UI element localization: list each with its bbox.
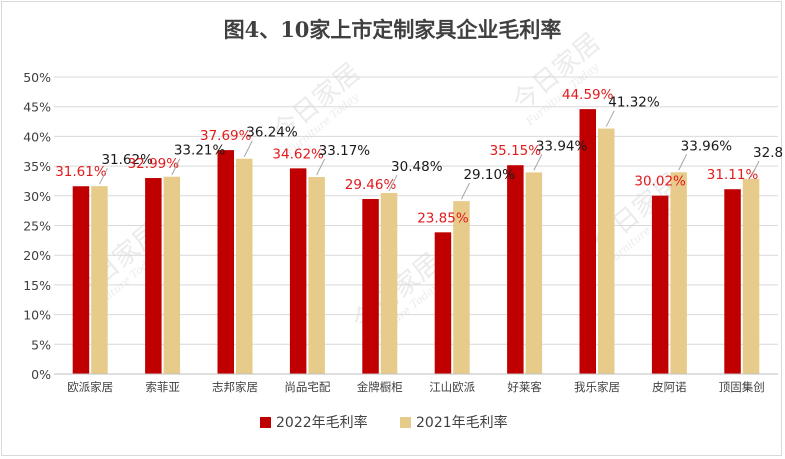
bar-2022 xyxy=(145,178,162,374)
y-tick-label: 5% xyxy=(31,337,51,352)
data-label-2022: 31.61% xyxy=(55,164,107,180)
x-category-label: 皮阿诺 xyxy=(652,380,687,394)
y-tick-label: 10% xyxy=(23,308,51,323)
chart-title: 图4、10家上市定制家具企业毛利率 xyxy=(223,17,562,42)
y-tick-label: 30% xyxy=(23,189,51,204)
leader-line xyxy=(388,174,398,192)
bar-2022 xyxy=(362,199,379,374)
y-tick-label: 20% xyxy=(23,248,51,263)
y-tick-label: 25% xyxy=(23,219,51,234)
leader-line xyxy=(243,140,253,157)
leader-line xyxy=(533,154,543,171)
bar-2021 xyxy=(91,186,108,374)
bar-2021 xyxy=(380,192,398,374)
x-axis: 欧派家居 索菲亚 志邦家居 尚品宅配 金牌橱柜 江山欧派 好莱客 我乐家居 皮阿诺 顶固集创 xyxy=(54,373,778,394)
data-label-2021: 30.48% xyxy=(391,159,443,175)
x-category-label: 我乐家居 xyxy=(574,380,620,394)
bar-2022 xyxy=(507,165,524,374)
data-label-2022: 35.15% xyxy=(490,143,542,159)
y-tick-label: 35% xyxy=(23,159,51,174)
bar-2022 xyxy=(289,168,307,374)
data-label-2021: 29.10% xyxy=(463,167,515,183)
data-label-2021: 36.24% xyxy=(246,125,298,141)
leader-line xyxy=(605,110,615,127)
legend-label: 2021年毛利率 xyxy=(416,414,508,431)
x-category-label: 索菲亚 xyxy=(145,380,180,394)
bar-2021 xyxy=(236,158,253,374)
data-label-2021: 32.83% xyxy=(753,145,783,161)
data-label-2022: 37.69% xyxy=(200,128,252,144)
legend-label: 2022年毛利率 xyxy=(276,414,368,431)
bars xyxy=(72,109,760,374)
data-label-2021: 33.21% xyxy=(174,143,226,159)
data-label-2022: 23.85% xyxy=(417,210,469,226)
data-label-2022: 34.62% xyxy=(272,146,324,162)
x-category-label: 尚品宅配 xyxy=(284,380,330,394)
y-tick-label: 15% xyxy=(23,278,51,293)
x-category-label: 欧派家居 xyxy=(67,380,113,394)
leader-line xyxy=(171,158,181,175)
data-label-2022: 44.59% xyxy=(562,87,614,103)
legend-swatch xyxy=(260,417,271,428)
y-tick-label: 0% xyxy=(31,367,51,382)
bar-2022 xyxy=(579,109,596,374)
bar-2022 xyxy=(72,186,90,374)
bar-2021 xyxy=(525,172,543,374)
leader-line xyxy=(678,154,688,171)
bar-2022 xyxy=(724,189,741,374)
x-category-label: 江山欧派 xyxy=(429,380,475,394)
data-label-2021: 41.32% xyxy=(608,95,660,111)
bar-2021 xyxy=(308,176,325,374)
data-label-2021: 33.96% xyxy=(681,138,733,154)
leader-line xyxy=(316,158,326,176)
data-label-2021: 31.62% xyxy=(101,152,153,168)
bar-2021 xyxy=(163,176,181,374)
data-label-2022: 31.11% xyxy=(707,167,759,183)
data-label-2022: 30.02% xyxy=(634,174,686,190)
data-label-2021: 33.94% xyxy=(536,138,588,154)
y-tick-label: 50% xyxy=(23,70,51,85)
leader-line xyxy=(461,182,470,200)
data-label-2022: 32.99% xyxy=(128,156,180,172)
x-category-label: 好莱客 xyxy=(507,380,542,394)
legend: 2022年毛利率 2021年毛利率 xyxy=(260,414,508,431)
x-category-label: 金牌橱柜 xyxy=(357,380,403,394)
bar-2022 xyxy=(651,195,669,374)
bar-2022 xyxy=(217,150,234,374)
bar-2021 xyxy=(453,201,470,374)
x-category-label: 志邦家居 xyxy=(212,380,258,394)
x-category-label: 顶固集创 xyxy=(719,380,765,394)
leader-line xyxy=(750,160,760,178)
bar-2021 xyxy=(742,178,760,374)
data-label-2021: 33.17% xyxy=(319,143,371,159)
bar-2022 xyxy=(434,232,452,374)
y-tick-label: 40% xyxy=(23,129,51,144)
legend-swatch xyxy=(400,417,411,428)
y-axis: 0% 5% 10% 15% 20% 25% 30% 35% 40% 45% 50% xyxy=(23,70,51,382)
data-labels: 31.61%31.62%32.99%33.21%37.69%36.24% 34.6… xyxy=(55,87,783,226)
bar-2021 xyxy=(670,172,687,374)
bar-2021 xyxy=(598,128,615,374)
data-label-2022: 29.46% xyxy=(345,177,397,193)
y-tick-label: 45% xyxy=(23,100,51,115)
leader-line xyxy=(99,167,108,185)
